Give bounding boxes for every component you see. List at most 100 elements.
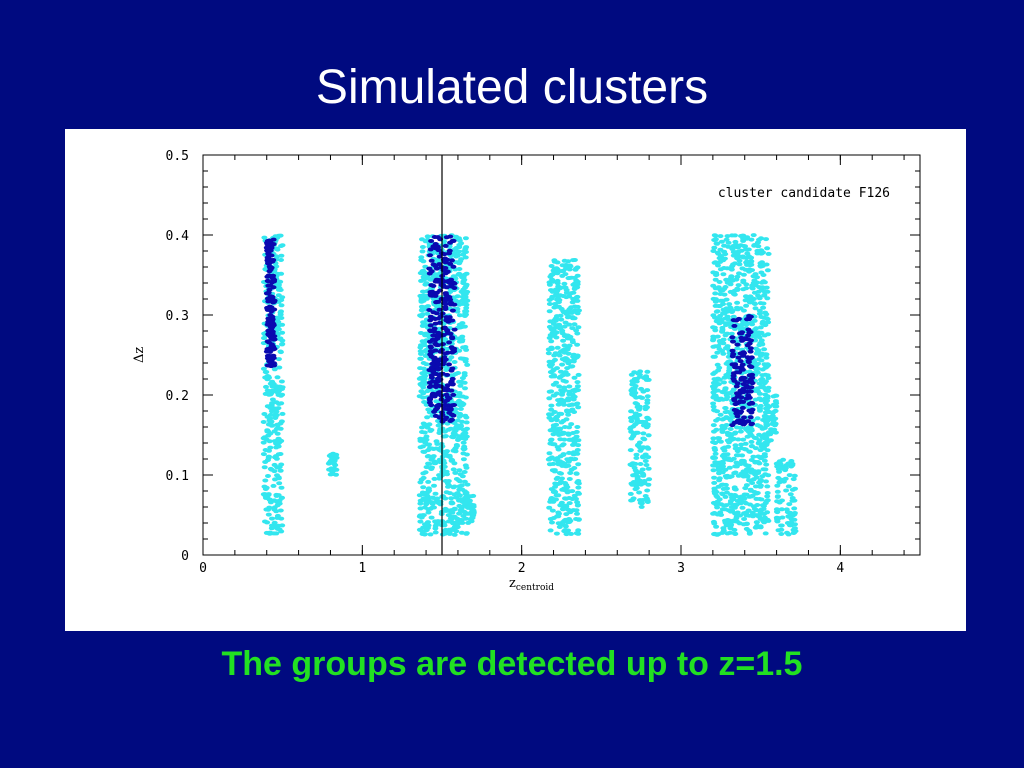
field-point bbox=[756, 311, 763, 316]
field-point bbox=[764, 484, 771, 489]
field-point bbox=[548, 412, 555, 417]
field-point bbox=[276, 481, 283, 486]
cluster-point bbox=[441, 252, 448, 257]
field-point bbox=[562, 350, 569, 355]
field-point bbox=[464, 511, 471, 516]
cluster-point bbox=[434, 404, 441, 408]
field-point bbox=[564, 531, 571, 536]
field-point bbox=[734, 346, 741, 351]
field-point bbox=[417, 506, 424, 511]
cluster-point bbox=[450, 392, 457, 397]
field-point bbox=[545, 351, 552, 356]
field-point bbox=[752, 302, 758, 306]
cluster-point bbox=[448, 380, 455, 385]
cluster-point bbox=[442, 301, 449, 306]
field-point bbox=[268, 423, 275, 428]
cluster-point bbox=[737, 359, 744, 364]
field-point bbox=[785, 514, 792, 519]
field-point bbox=[764, 494, 771, 499]
field-point bbox=[271, 520, 278, 525]
field-point bbox=[551, 331, 558, 336]
field-point bbox=[732, 443, 739, 448]
field-point bbox=[710, 404, 717, 409]
field-point bbox=[759, 373, 766, 378]
field-point bbox=[418, 375, 425, 380]
field-point bbox=[765, 404, 772, 408]
field-point bbox=[761, 280, 768, 285]
field-point bbox=[454, 306, 461, 311]
field-point bbox=[432, 523, 439, 528]
field-point bbox=[550, 423, 557, 428]
field-point bbox=[752, 272, 759, 277]
field-point bbox=[276, 365, 283, 370]
field-point bbox=[328, 466, 335, 471]
field-point bbox=[761, 289, 768, 294]
field-point bbox=[565, 459, 572, 464]
field-point bbox=[562, 524, 569, 529]
cluster-point bbox=[429, 337, 436, 342]
cluster-point bbox=[428, 384, 435, 388]
field-point bbox=[422, 496, 428, 501]
cluster-point bbox=[432, 348, 439, 353]
cluster-point bbox=[430, 262, 437, 267]
field-point bbox=[719, 459, 726, 464]
field-point bbox=[711, 480, 718, 485]
field-point bbox=[272, 415, 279, 419]
field-point bbox=[640, 473, 647, 478]
field-point bbox=[278, 516, 285, 521]
field-point bbox=[560, 431, 567, 436]
field-point bbox=[571, 493, 578, 498]
cluster-point bbox=[450, 264, 457, 269]
cluster-point bbox=[436, 307, 443, 312]
field-point bbox=[461, 444, 468, 449]
field-point bbox=[546, 451, 553, 456]
field-point bbox=[629, 482, 636, 487]
field-point bbox=[770, 410, 777, 415]
field-point bbox=[720, 526, 727, 531]
field-point bbox=[743, 303, 750, 308]
cluster-point bbox=[747, 415, 754, 420]
cluster-point bbox=[739, 375, 746, 380]
field-point bbox=[570, 431, 577, 435]
field-point bbox=[764, 517, 771, 522]
field-point bbox=[269, 384, 276, 389]
cluster-point bbox=[270, 353, 277, 358]
field-point bbox=[728, 331, 735, 336]
field-point bbox=[457, 406, 464, 411]
field-point bbox=[419, 529, 426, 534]
field-point bbox=[774, 489, 781, 494]
cluster-point bbox=[433, 277, 440, 282]
field-point bbox=[791, 530, 798, 535]
field-point bbox=[423, 465, 430, 470]
field-point bbox=[554, 445, 561, 450]
field-point bbox=[567, 264, 574, 269]
cluster-point bbox=[729, 423, 736, 428]
field-point bbox=[420, 259, 427, 264]
field-point bbox=[548, 339, 555, 344]
cluster-point bbox=[449, 346, 456, 351]
field-point bbox=[644, 422, 651, 427]
field-point bbox=[556, 294, 562, 299]
field-point bbox=[740, 238, 747, 243]
field-point bbox=[640, 389, 647, 394]
field-point bbox=[568, 305, 575, 310]
field-point bbox=[470, 508, 477, 513]
field-point bbox=[553, 391, 560, 396]
field-point bbox=[785, 484, 792, 489]
field-point bbox=[764, 439, 771, 444]
field-point bbox=[423, 523, 430, 528]
field-point bbox=[459, 334, 466, 339]
field-point bbox=[714, 250, 721, 255]
field-point bbox=[420, 485, 427, 490]
field-point bbox=[464, 362, 471, 367]
field-point bbox=[767, 432, 774, 437]
field-point bbox=[454, 525, 461, 530]
cluster-point bbox=[730, 318, 737, 323]
cluster-point bbox=[731, 323, 738, 328]
field-point bbox=[428, 457, 435, 462]
field-point bbox=[277, 310, 284, 315]
field-point bbox=[450, 435, 457, 439]
field-point bbox=[646, 477, 653, 482]
cluster-point bbox=[744, 317, 750, 322]
cluster-point bbox=[427, 349, 434, 354]
